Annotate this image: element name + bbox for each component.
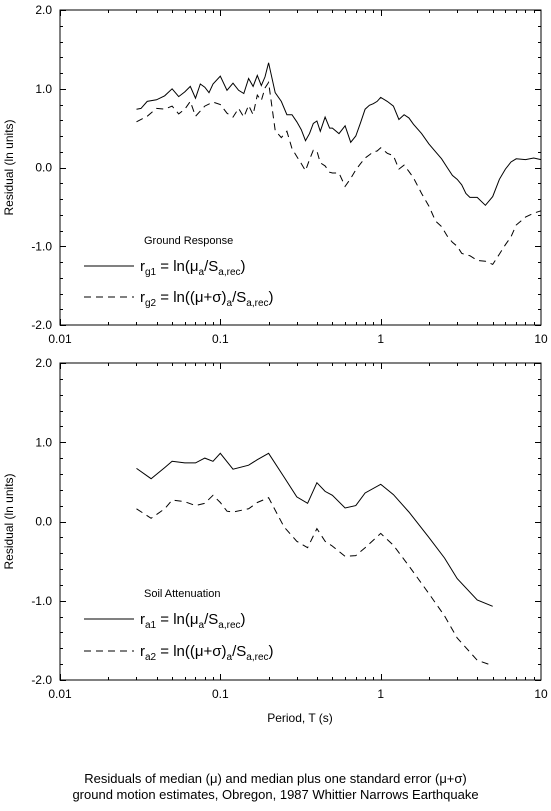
x-tick-label: 0.1 <box>212 332 229 346</box>
plot-frame <box>59 9 542 326</box>
y-axis-title: Residual (ln units) <box>2 119 16 215</box>
y-tick-label: 1.0 <box>35 435 52 449</box>
x-tick-label: 0.01 <box>48 332 72 346</box>
series-line-solid <box>136 62 542 207</box>
y-tick-label: 1.0 <box>35 82 52 96</box>
series-line-dashed <box>136 494 493 667</box>
y-tick-label: -2.0 <box>31 673 52 687</box>
figure-caption-line-1: Residuals of median (μ) and median plus … <box>84 771 467 786</box>
legend-title: Ground Response <box>144 235 233 247</box>
y-tick-label: 0.0 <box>35 161 52 175</box>
soil-attenuation-panel: 2.0 1.0 0.0 -1.0 -2.00.01 0.1 1 10 Residual (ln … <box>2 356 548 701</box>
legend-entry-1: rg1 = ln(μa/Sa,rec) <box>140 258 246 278</box>
y-tick-label: 2.0 <box>35 356 52 370</box>
x-tick-label: 10 <box>534 687 548 701</box>
y-tick-label: -2.0 <box>31 318 52 332</box>
y-tick-label: -1.0 <box>31 594 52 608</box>
legend-entry-2: rg2 = ln((μ+σ)a/Sa,rec) <box>140 289 274 309</box>
y-axis-title: Residual (ln units) <box>2 473 16 569</box>
x-tick-label: 1 <box>377 332 384 346</box>
figure-caption-line-2: ground motion estimates, Obregon, 1987 W… <box>72 787 479 802</box>
y-tick-label: -1.0 <box>31 239 52 253</box>
legend-title: Soil Attenuation <box>144 588 220 600</box>
x-tick-label: 10 <box>534 332 548 346</box>
x-tick-label: 0.01 <box>48 687 72 701</box>
plot-frame <box>59 362 542 681</box>
series-line-dashed <box>136 80 542 266</box>
series-line-solid <box>136 452 493 607</box>
x-axis-title: Period, T (s) <box>267 711 333 725</box>
x-tick-label: 0.1 <box>212 687 229 701</box>
y-tick-label: 2.0 <box>35 3 52 17</box>
legend-entry-2: ra2 = ln((μ+σ)a/Sa,rec) <box>140 643 274 663</box>
x-tick-label: 1 <box>377 687 384 701</box>
legend-entry-1: ra1 = ln(μa/Sa,rec) <box>140 611 246 631</box>
y-tick-label: 0.0 <box>35 515 52 529</box>
ground-response-panel: 2.0 1.0 0.0 -1.0 -2.00.01 0.1 1 10 Residual (ln … <box>2 3 548 346</box>
